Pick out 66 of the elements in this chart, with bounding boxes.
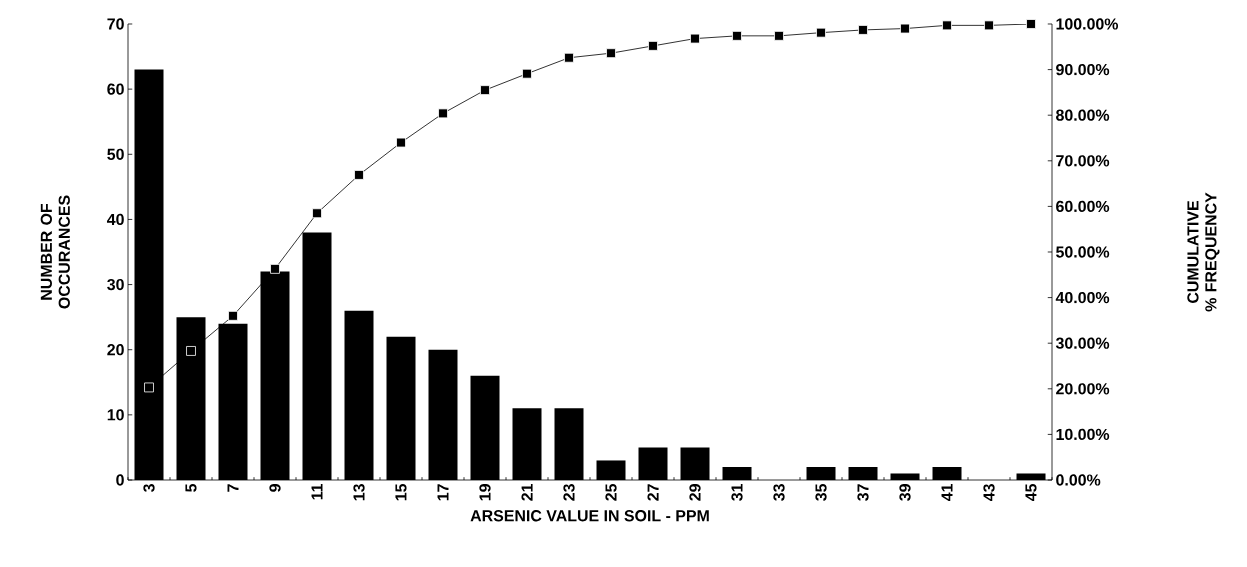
x-tick-label: 7	[227, 484, 239, 492]
point	[858, 25, 868, 35]
point	[438, 108, 448, 119]
y2-tick-label: 90.00%	[1056, 63, 1110, 76]
y-tick-label: 0	[116, 474, 124, 486]
point	[984, 20, 994, 31]
point	[186, 346, 196, 356]
y2-tick-label: 30.00%	[1055, 337, 1110, 349]
point	[270, 263, 280, 274]
x-tick-label: 5	[185, 483, 197, 492]
x-tick-label: 33	[773, 484, 785, 501]
point	[690, 33, 700, 44]
y-tick-label: 50	[107, 148, 124, 160]
x-tick-label: 9	[269, 484, 281, 492]
y-tick-label: 20	[107, 344, 124, 356]
y2-tick-label: 50.00%	[1056, 246, 1110, 258]
point	[816, 27, 826, 38]
y2-tick-label: 20.00%	[1056, 383, 1110, 395]
point	[564, 52, 574, 63]
x-tick-label: 21	[521, 483, 533, 501]
y-tick-label: 70	[107, 18, 124, 30]
y2-tick-label: 60.00%	[1056, 200, 1110, 213]
y2-axis-title: CUMULATIVE % FREQUENCY	[1187, 192, 1220, 312]
x-tick-label: 39	[899, 484, 911, 501]
x-tick-label: 29	[689, 484, 701, 501]
x-tick-label: 35	[815, 483, 827, 501]
y-tick-label: 60	[107, 83, 124, 95]
point	[354, 170, 364, 180]
point	[396, 137, 406, 148]
x-axis-title: ARSENIC VALUE IN SOIL - PPM	[470, 510, 709, 522]
y-tick-label: 30	[107, 278, 124, 291]
point	[606, 48, 616, 59]
y2-tick-label: 100.00%	[1056, 18, 1119, 30]
x-tick-label: 19	[479, 484, 491, 501]
y-tick-label: 40	[106, 213, 124, 226]
x-tick-label: 37	[857, 484, 869, 501]
x-tick-label: 11	[311, 483, 323, 500]
x-tick-label: 17	[437, 484, 449, 501]
x-tick-label: 31	[731, 483, 743, 501]
point	[1026, 19, 1036, 29]
point	[648, 41, 658, 51]
x-tick-label: 25	[605, 483, 617, 501]
point	[312, 208, 322, 219]
x-tick-label: 41	[941, 483, 953, 502]
x-tick-label: 23	[563, 484, 575, 501]
x-tick-label: 15	[395, 483, 407, 501]
y2-tick-label: 0.00%	[1056, 474, 1101, 486]
point	[228, 310, 238, 321]
y2-tick-label: 70.00%	[1056, 155, 1110, 167]
y2-tick-label: 80.00%	[1056, 109, 1110, 121]
point	[900, 23, 910, 34]
point	[942, 20, 952, 31]
point	[144, 382, 154, 393]
x-tick-label: 27	[647, 484, 659, 501]
y2-tick-label: 10.00%	[1056, 428, 1110, 441]
y2-tick-label: 40.00%	[1055, 291, 1110, 304]
y-axis-title: NUMBER OF OCCURANCES	[40, 195, 70, 309]
x-tick-label: 43	[983, 484, 995, 502]
point	[480, 85, 490, 95]
point	[522, 68, 532, 79]
y-tick-label: 10	[107, 409, 124, 421]
x-tick-label: 45	[1025, 483, 1037, 502]
x-tick-label: 3	[143, 484, 155, 493]
x-tick-label: 13	[353, 484, 365, 501]
point	[732, 30, 742, 41]
point	[774, 30, 784, 41]
